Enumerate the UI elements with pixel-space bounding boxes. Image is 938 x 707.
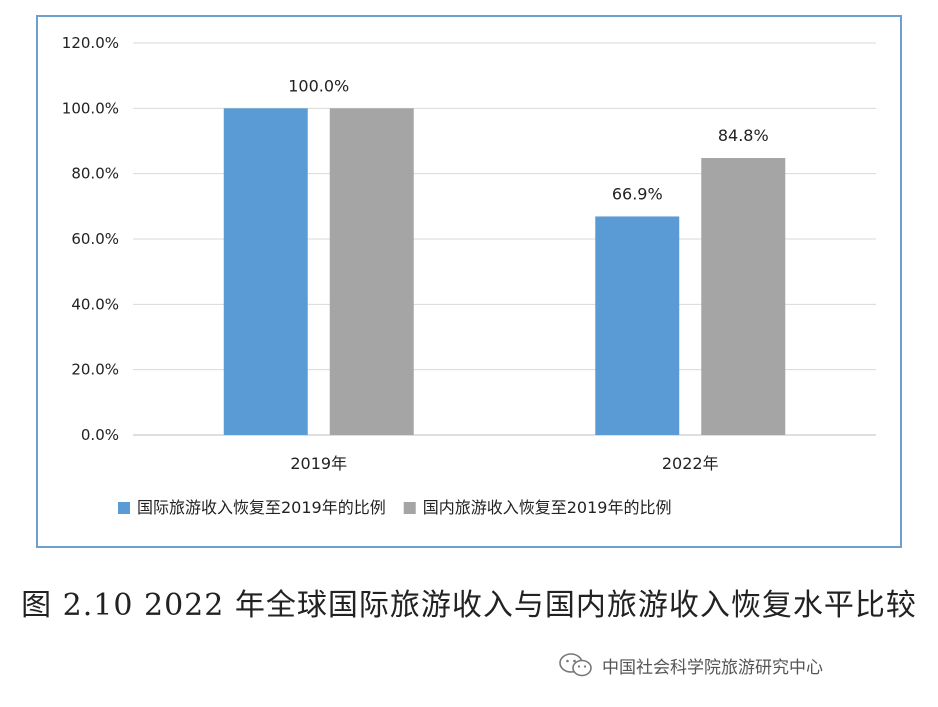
- legend-swatch: [403, 502, 416, 514]
- legend-label: 国际旅游收入恢复至2019年的比例: [137, 498, 386, 517]
- watermark-text: 中国社会科学院旅游研究中心: [602, 657, 823, 678]
- bar: [595, 216, 680, 435]
- data-label: 84.8%: [718, 126, 769, 145]
- bar-chart: 0.0% 20.0% 40.0% 60.0% 80.0% 100.0% 120.0% 100.…: [62, 34, 876, 517]
- data-label: 66.9%: [612, 184, 663, 203]
- y-tick-label: 0.0%: [81, 426, 119, 444]
- x-category-label: 2019年: [290, 454, 347, 473]
- y-tick-label: 80.0%: [71, 165, 119, 183]
- legend-label: 国内旅游收入恢复至2019年的比例: [423, 498, 672, 517]
- figure-caption: 图 2.10 2022 年全球国际旅游收入与国内旅游收入恢复水平比较: [21, 588, 917, 623]
- y-tick-label: 20.0%: [71, 361, 119, 379]
- y-tick-label: 40.0%: [71, 295, 119, 313]
- y-tick-label: 100.0%: [62, 99, 119, 117]
- bar: [223, 108, 308, 435]
- chart-frame: 0.0% 20.0% 40.0% 60.0% 80.0% 100.0% 120.0% 100.…: [36, 15, 902, 548]
- wechat-icon: [559, 653, 592, 677]
- legend-swatch: [118, 502, 130, 514]
- x-category-label: 2022年: [662, 454, 719, 473]
- y-tick-label: 120.0%: [62, 34, 119, 52]
- data-label: 100.0%: [288, 76, 349, 95]
- bar: [701, 157, 786, 435]
- y-tick-label: 60.0%: [71, 230, 119, 248]
- watermark: 中国社会科学院旅游研究中心: [558, 652, 823, 678]
- bar: [329, 108, 414, 435]
